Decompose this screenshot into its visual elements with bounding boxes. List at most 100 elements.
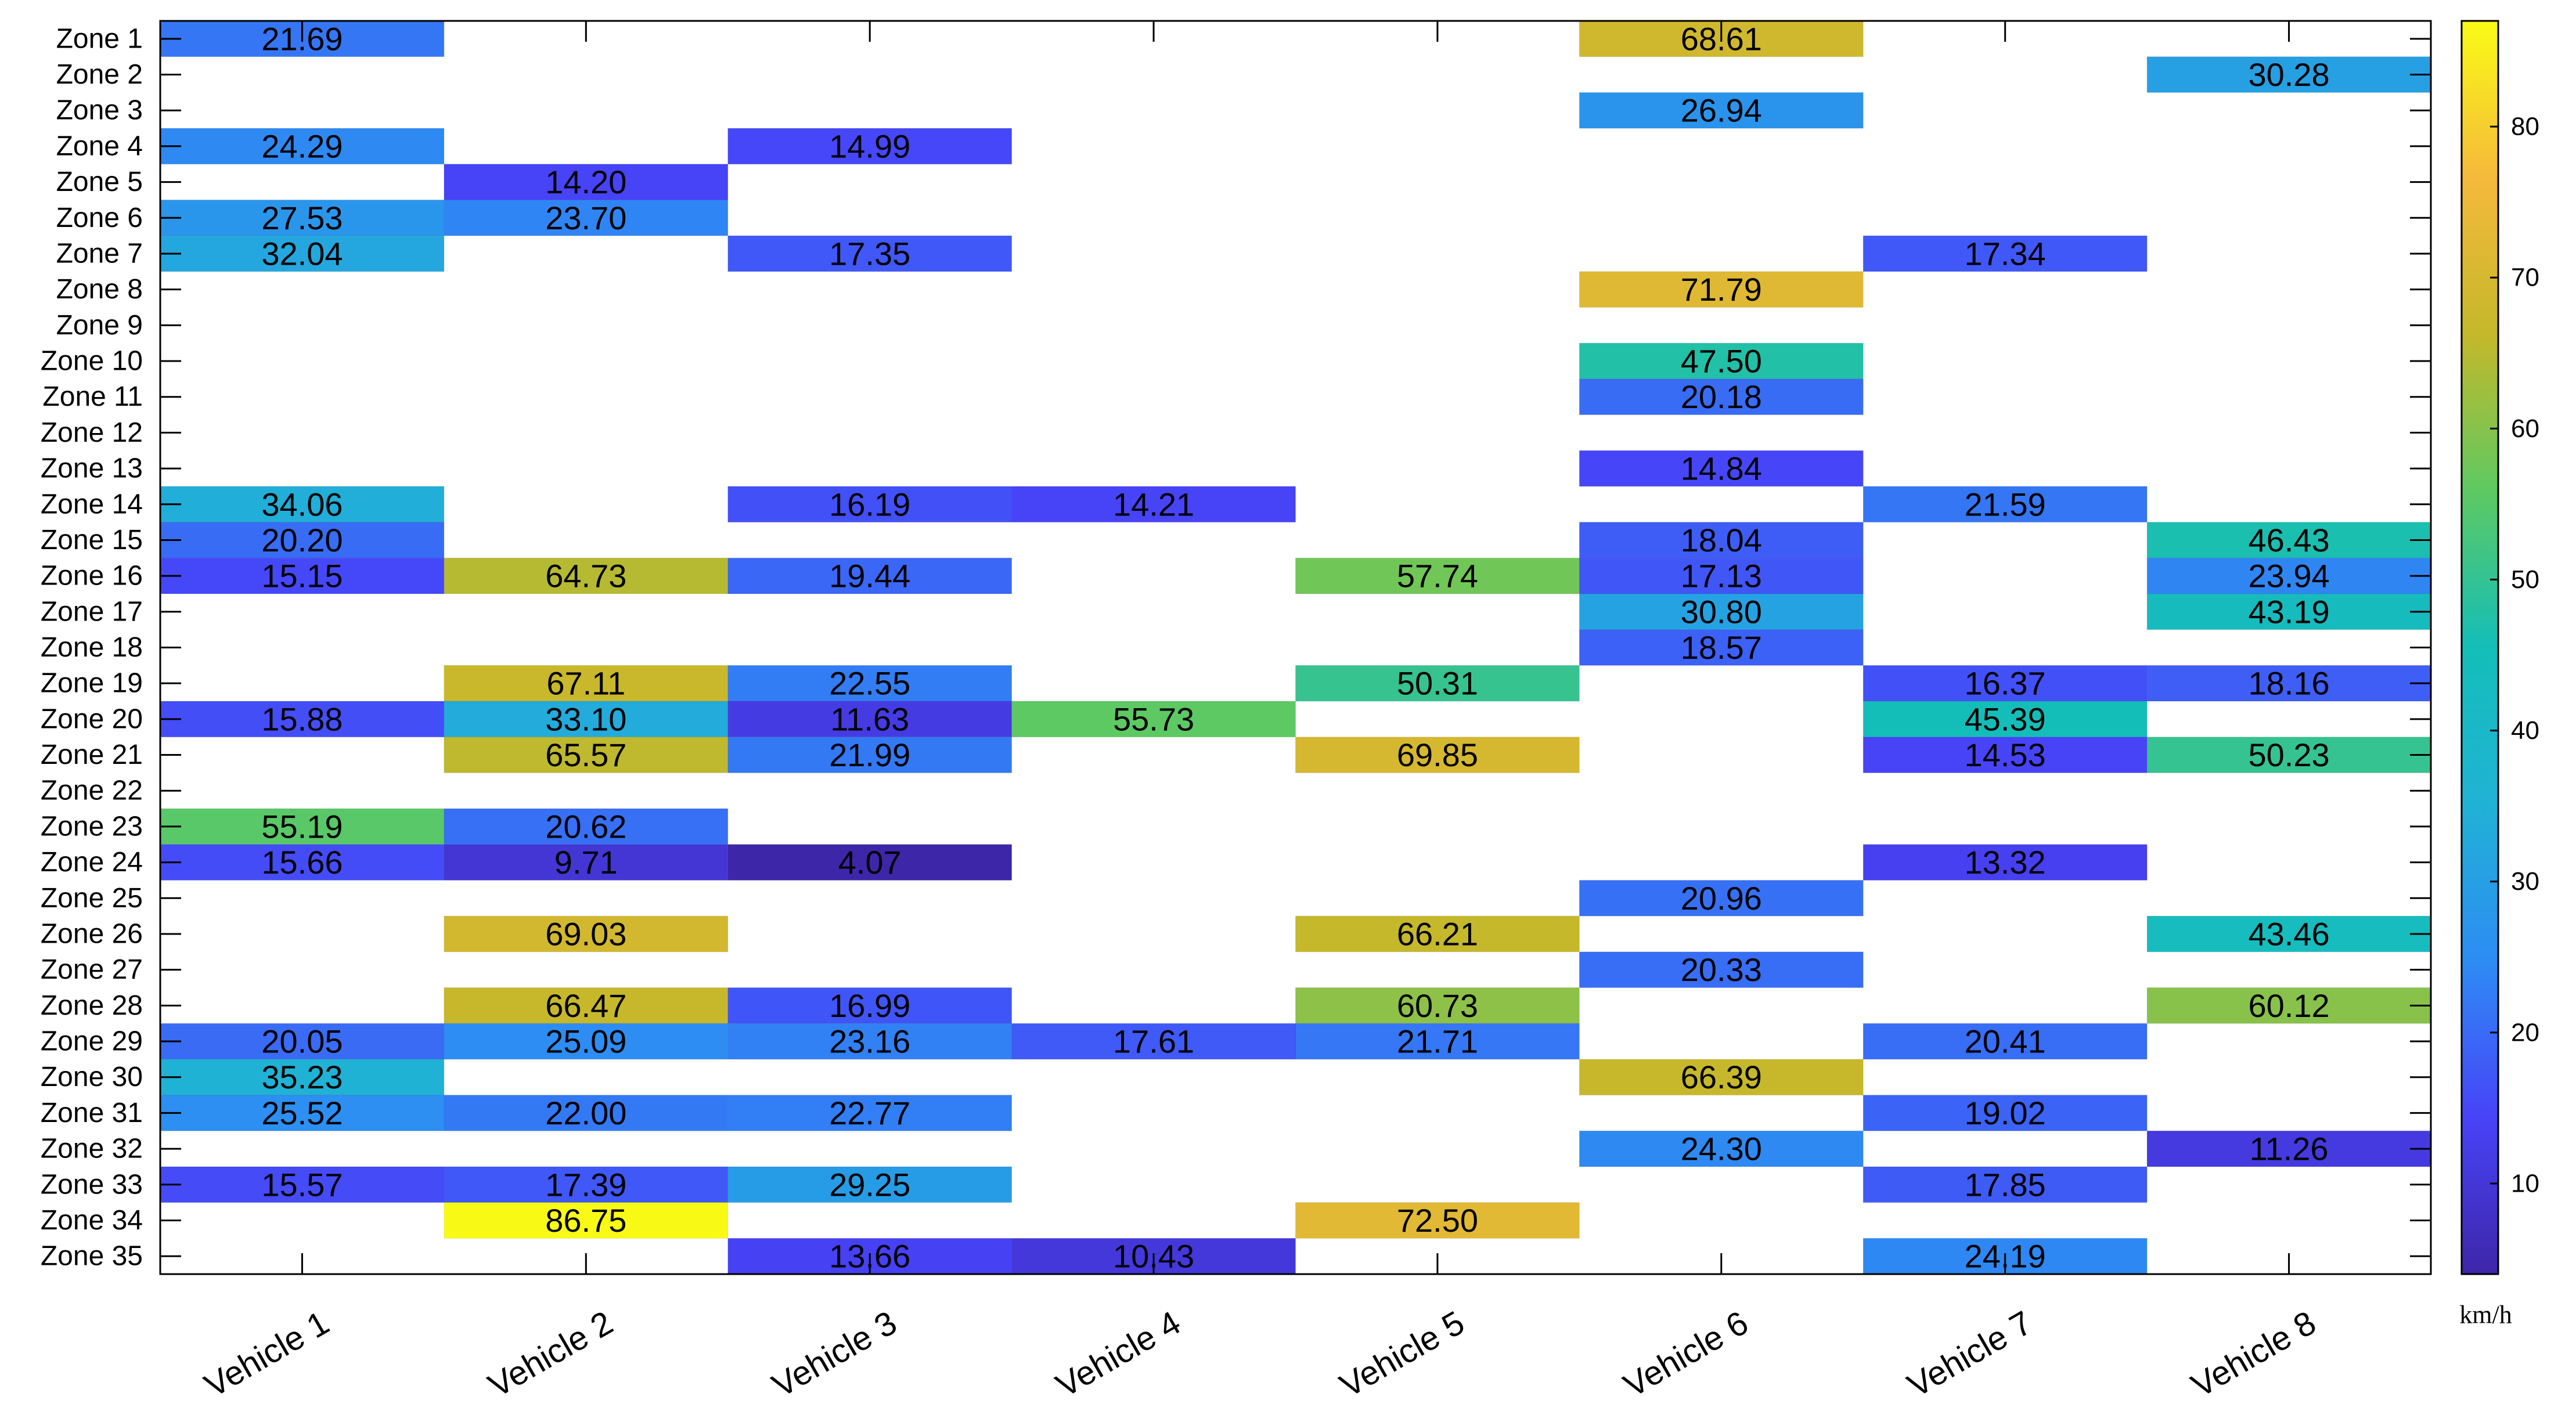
heatmap-cell bbox=[444, 1166, 729, 1203]
heatmap-cell bbox=[1862, 701, 2148, 738]
heatmap-cell bbox=[444, 1023, 729, 1060]
colorbar-tick-label: 80 bbox=[2511, 113, 2539, 141]
y-tick-label: Zone 12 bbox=[41, 417, 143, 448]
cell-value-label: 25.52 bbox=[261, 1095, 343, 1131]
cell-value-label: 23.70 bbox=[545, 200, 626, 236]
cell-value-label: 23.16 bbox=[829, 1023, 910, 1060]
cell-value-label: 14.21 bbox=[1113, 486, 1194, 522]
colorbar-tick-label: 60 bbox=[2511, 414, 2539, 443]
cell-value-label: 21.59 bbox=[1965, 486, 2046, 522]
heatmap-cell bbox=[1295, 1023, 1580, 1060]
heatmap-cell bbox=[1579, 271, 1864, 308]
heatmap-cell bbox=[160, 1095, 445, 1131]
cell-value-label: 86.75 bbox=[545, 1202, 626, 1239]
cell-value-label: 66.47 bbox=[545, 987, 626, 1024]
colorbar-tick-label: 10 bbox=[2511, 1169, 2539, 1197]
y-tick-label: Zone 10 bbox=[41, 346, 143, 377]
cell-value-label: 19.44 bbox=[829, 558, 910, 594]
y-tick-label: Zone 11 bbox=[42, 381, 143, 412]
heatmap-cell bbox=[1862, 235, 2148, 272]
cell-value-label: 9.71 bbox=[554, 844, 618, 881]
colorbar-unit-label: km/h bbox=[2459, 1301, 2512, 1329]
y-tick-label: Zone 13 bbox=[41, 453, 143, 484]
cell-value-label: 20.05 bbox=[261, 1023, 343, 1060]
heatmap-cell bbox=[2146, 56, 2431, 93]
cell-value-label: 69.85 bbox=[1397, 737, 1478, 773]
heatmap-cell bbox=[1579, 450, 1864, 487]
cell-value-label: 18.16 bbox=[2248, 665, 2329, 702]
heatmap-cell bbox=[2146, 557, 2431, 594]
cell-value-label: 11.63 bbox=[830, 701, 909, 737]
heatmap-cell bbox=[2146, 665, 2431, 702]
cell-value-label: 20.62 bbox=[545, 808, 626, 845]
y-tick-label: Zone 6 bbox=[56, 203, 143, 233]
cell-value-label: 15.66 bbox=[261, 844, 343, 881]
y-tick-label: Zone 15 bbox=[41, 525, 143, 556]
heatmap-cell bbox=[1295, 665, 1580, 702]
heatmap-cell bbox=[1862, 1023, 2148, 1060]
cell-value-label: 67.11 bbox=[546, 665, 625, 702]
heatmap-cell bbox=[2146, 915, 2431, 953]
cell-value-label: 15.88 bbox=[261, 701, 343, 737]
heatmap-cell bbox=[160, 235, 445, 272]
cell-value-label: 21.99 bbox=[829, 737, 910, 773]
heatmap-cell bbox=[727, 1023, 1013, 1060]
y-tick-label: Zone 29 bbox=[41, 1026, 143, 1057]
cell-value-label: 55.19 bbox=[261, 808, 343, 845]
heatmap-cell bbox=[727, 665, 1013, 702]
heatmap-cell bbox=[1295, 737, 1580, 773]
heatmap-cell bbox=[1862, 665, 2148, 702]
cell-value-label: 20.33 bbox=[1681, 951, 1762, 988]
heatmap-cell bbox=[160, 522, 445, 558]
cell-value-label: 17.13 bbox=[1681, 558, 1762, 594]
heatmap-cell bbox=[1011, 486, 1296, 523]
heatmap-cell bbox=[727, 1095, 1013, 1131]
cell-value-label: 14.99 bbox=[829, 128, 910, 164]
y-tick-label: Zone 20 bbox=[41, 704, 143, 734]
y-tick-label: Zone 8 bbox=[56, 274, 143, 305]
cell-value-label: 45.39 bbox=[1965, 701, 2046, 737]
cell-value-label: 23.94 bbox=[2248, 558, 2329, 594]
heatmap-cell bbox=[2146, 737, 2431, 773]
cell-value-label: 20.18 bbox=[1681, 378, 1762, 415]
heatmap-cell bbox=[727, 844, 1013, 881]
cell-value-label: 35.23 bbox=[261, 1059, 343, 1095]
y-tick-label: Zone 32 bbox=[41, 1134, 143, 1164]
cell-value-label: 20.96 bbox=[1681, 880, 1762, 917]
cell-value-label: 71.79 bbox=[1681, 271, 1762, 308]
heatmap-cell bbox=[727, 486, 1013, 523]
cell-value-label: 21.71 bbox=[1397, 1023, 1478, 1060]
y-tick-label: Zone 27 bbox=[41, 954, 143, 985]
cell-value-label: 30.80 bbox=[1681, 593, 1762, 630]
cell-value-label: 16.37 bbox=[1965, 665, 2046, 702]
y-tick-label: Zone 25 bbox=[41, 883, 143, 914]
cell-value-label: 13.32 bbox=[1965, 844, 2046, 881]
heatmap-cell bbox=[160, 1059, 445, 1096]
y-tick-label: Zone 22 bbox=[41, 775, 143, 806]
cell-value-label: 17.39 bbox=[545, 1166, 626, 1203]
colorbar-tick-label: 30 bbox=[2511, 867, 2539, 896]
heatmap-cell bbox=[727, 557, 1013, 594]
heatmap-cell bbox=[1579, 593, 1864, 630]
heatmap-cell bbox=[444, 987, 729, 1024]
y-tick-label: Zone 33 bbox=[41, 1169, 143, 1200]
y-tick-label: Zone 7 bbox=[56, 238, 143, 269]
cell-value-label: 46.43 bbox=[2248, 522, 2329, 558]
heatmap-cell bbox=[727, 128, 1013, 165]
cell-value-label: 29.25 bbox=[829, 1166, 910, 1203]
heatmap-cell bbox=[1579, 629, 1864, 666]
cell-value-label: 69.03 bbox=[545, 915, 626, 952]
y-tick-label: Zone 2 bbox=[56, 59, 143, 90]
cell-value-label: 22.77 bbox=[829, 1095, 910, 1131]
heatmap-cell bbox=[1579, 342, 1864, 380]
cell-value-label: 4.07 bbox=[838, 844, 902, 881]
cell-value-label: 24.30 bbox=[1681, 1131, 1762, 1167]
colorbar-tick-label: 50 bbox=[2511, 565, 2539, 594]
heatmap-cell bbox=[444, 665, 729, 702]
heatmap-cell bbox=[727, 987, 1013, 1024]
colorbar-tick-label: 40 bbox=[2511, 716, 2539, 745]
cell-value-label: 64.73 bbox=[545, 558, 626, 594]
heatmap-cell bbox=[1295, 557, 1580, 594]
